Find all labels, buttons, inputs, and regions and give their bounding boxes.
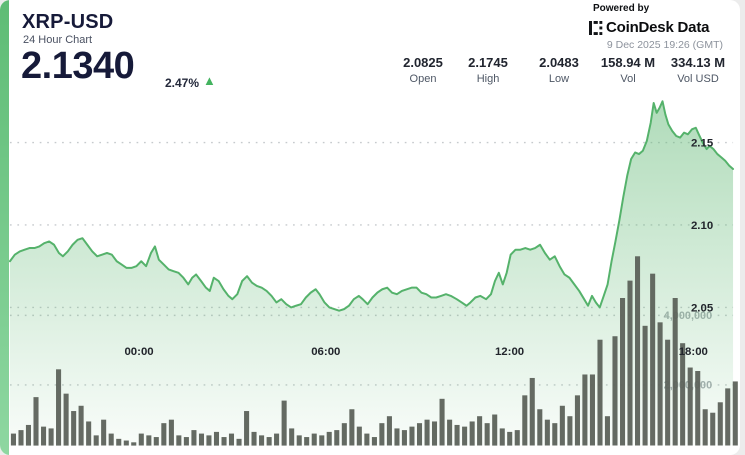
stat-vol: 158.94 M Vol xyxy=(592,55,664,85)
stat-high: 2.1745 High xyxy=(452,55,524,85)
time-axis-labels: 00:00 06:00 12:00 18:00 xyxy=(124,346,707,358)
svg-text:12:00: 12:00 xyxy=(495,346,524,358)
svg-text:2.15: 2.15 xyxy=(691,138,714,150)
stat-vol-usd-label: Vol USD xyxy=(677,73,719,85)
change-percent: 2.47% xyxy=(165,76,200,90)
stat-high-value: 2.1745 xyxy=(468,55,508,70)
brand-name: CoinDesk Data xyxy=(606,19,710,36)
powered-by-label: Powered by xyxy=(593,3,650,14)
symbol-title: XRP-USD xyxy=(22,11,114,33)
svg-text:2.10: 2.10 xyxy=(691,220,713,232)
svg-text:18:00: 18:00 xyxy=(679,346,708,358)
price-line xyxy=(8,100,735,312)
accent-bar xyxy=(0,0,9,455)
stat-vol-usd-value: 334.13 M xyxy=(670,55,726,70)
up-triangle-icon: ▲ xyxy=(203,73,216,88)
price-volume-chart[interactable]: 4,000,0002,000,0002.152.102.0500:0006:00… xyxy=(0,0,740,447)
price-area-fill xyxy=(9,101,734,446)
brand-logo[interactable]: CoinDesk Data xyxy=(589,19,709,36)
stat-open: 2.0825 Open xyxy=(387,55,459,85)
stat-low-value: 2.0483 xyxy=(539,55,579,70)
volume-bars xyxy=(10,256,738,446)
stat-vol-usd: 334.13 M Vol USD xyxy=(662,55,734,85)
current-price: 2.1340 xyxy=(21,45,135,87)
price-axis-labels: 2.15 2.10 2.05 xyxy=(691,138,714,315)
coindesk-logo-icon xyxy=(589,20,603,35)
svg-text:2.05: 2.05 xyxy=(691,302,714,314)
svg-text:06:00: 06:00 xyxy=(311,346,340,358)
stat-low: 2.0483 Low xyxy=(523,55,595,85)
svg-text:00:00: 00:00 xyxy=(124,346,153,358)
stat-high-label: High xyxy=(476,73,500,85)
stat-vol-value: 158.94 M xyxy=(600,55,656,70)
timestamp: 9 Dec 2025 19:26 (GMT) xyxy=(606,39,723,51)
stat-open-label: Open xyxy=(409,73,437,85)
stat-vol-label: Vol xyxy=(620,73,636,85)
stat-open-value: 2.0825 xyxy=(403,55,443,70)
stat-low-label: Low xyxy=(548,73,570,85)
chart-subtitle: 24 Hour Chart xyxy=(23,34,93,46)
